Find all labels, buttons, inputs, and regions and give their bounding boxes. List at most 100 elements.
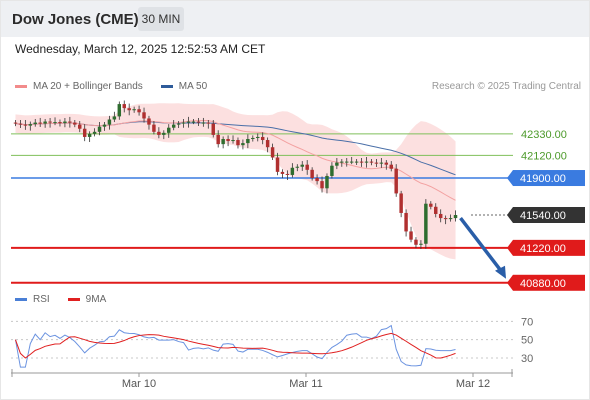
candle-body	[364, 161, 369, 163]
candle-body	[394, 168, 398, 194]
candle-body	[379, 162, 384, 164]
moving-averages	[15, 119, 456, 201]
x-tick-label-2: Mar 12	[456, 378, 490, 390]
candle-body	[122, 104, 126, 109]
level-label-41900.00: 41900.00	[520, 173, 566, 185]
candle-body	[275, 157, 280, 172]
candle-body	[369, 161, 374, 163]
forecast-arrow-shaft	[459, 217, 503, 272]
candle-body	[226, 139, 230, 142]
candle-body	[335, 162, 339, 166]
candle-body	[117, 104, 122, 117]
candle-body	[434, 206, 438, 214]
candle-body	[107, 119, 112, 125]
ma20-swatch	[15, 85, 27, 88]
candle-body	[260, 136, 265, 141]
candle-body	[285, 173, 290, 175]
candle-body	[424, 203, 428, 244]
candle-body	[241, 143, 245, 146]
candle-body	[320, 181, 324, 189]
candle-body	[330, 165, 334, 176]
candle-body	[147, 118, 151, 125]
candle-body	[181, 122, 186, 124]
candle-body	[404, 212, 408, 232]
candle-body	[23, 124, 28, 126]
candle-body	[102, 124, 107, 127]
rsi-swatch	[15, 298, 27, 301]
candle-body	[137, 109, 141, 113]
candle-body	[92, 131, 97, 134]
level-tag-bg-41540.00	[513, 207, 585, 223]
candle-body	[221, 139, 225, 145]
candle-body	[345, 161, 349, 163]
candle-body	[295, 166, 300, 168]
candle-body	[399, 193, 403, 213]
ma50-legend-label: MA 50	[178, 81, 208, 92]
candle-body	[132, 109, 136, 111]
level-tag-bg-41900.00	[513, 170, 585, 187]
candle-body	[73, 122, 77, 125]
candle-body	[186, 121, 191, 123]
level-lines	[11, 133, 513, 284]
candle-body	[315, 178, 319, 182]
candle-body	[53, 122, 57, 124]
level-tags: 42330.00 42120.00 41900.00 41540.00 41220.00…	[507, 129, 585, 291]
candle-body	[448, 218, 453, 220]
rsi-scale-label-70: 70	[521, 316, 533, 328]
copyright-text: Research © 2025 Trading Central	[431, 81, 581, 92]
candle-body	[310, 169, 314, 179]
rsi-panel: 70 50 30	[11, 316, 533, 368]
level-tag-bg-40880.00	[513, 274, 585, 291]
level-label-41540.00: 41540.00	[520, 210, 566, 222]
instrument-title: Dow Jones (CME)	[12, 11, 139, 28]
rsi-legend: RSI 9MA	[15, 294, 106, 305]
candle-body	[305, 164, 309, 170]
candle-body	[171, 124, 176, 128]
candle-body	[58, 122, 62, 124]
candle-body	[280, 171, 285, 174]
timeframe-button[interactable]: 30 MIN	[138, 7, 184, 31]
candle-body	[453, 215, 458, 219]
candle-body	[256, 136, 260, 138]
candle-body	[236, 140, 240, 146]
rsi-ma-swatch	[67, 298, 80, 301]
rsi-ma-legend-label: 9MA	[85, 294, 107, 305]
timestamp: Wednesday, March 12, 2025 12:52:53 AM CE…	[15, 42, 266, 56]
candle-body	[231, 140, 235, 142]
candle-body	[211, 123, 215, 135]
candle-body	[265, 140, 270, 148]
price-legend: MA 20 + Bollinger Bands MA 50	[15, 81, 207, 92]
candle-body	[112, 116, 117, 120]
candle-body	[349, 161, 354, 163]
candle-body	[216, 134, 220, 145]
header-bar: Dow Jones (CME) 30 MIN	[1, 1, 589, 37]
rsi-scale-label-30: 30	[521, 353, 533, 365]
candle-body	[162, 132, 166, 135]
level-tag-pointer-41900.00	[507, 170, 513, 187]
candle-body	[142, 112, 146, 119]
candle-body	[33, 122, 37, 125]
x-axis: Mar 10 Mar 11 Mar 12	[11, 369, 513, 390]
ma50-swatch	[160, 85, 173, 88]
level-tag-pointer-41540.00	[507, 207, 513, 223]
candle-body	[270, 147, 275, 158]
rsi-legend-label: RSI	[33, 294, 50, 305]
candle-body	[429, 203, 433, 207]
rsi-scale-label-50: 50	[521, 335, 533, 347]
candle-body	[152, 124, 156, 132]
bollinger-band-fill	[15, 103, 456, 260]
candle-body	[157, 131, 161, 135]
candle-body	[325, 175, 329, 189]
candle-body	[359, 161, 364, 163]
candle-body	[409, 231, 413, 240]
candle-body	[167, 127, 171, 133]
candle-body	[206, 122, 211, 124]
candle-body	[384, 162, 389, 165]
level-tag-bg-41220.00	[513, 239, 585, 256]
candle-body	[438, 213, 443, 219]
forecast-arrow-head	[495, 265, 506, 279]
candle-body	[191, 121, 196, 123]
x-tick-label-1: Mar 11	[289, 378, 322, 390]
